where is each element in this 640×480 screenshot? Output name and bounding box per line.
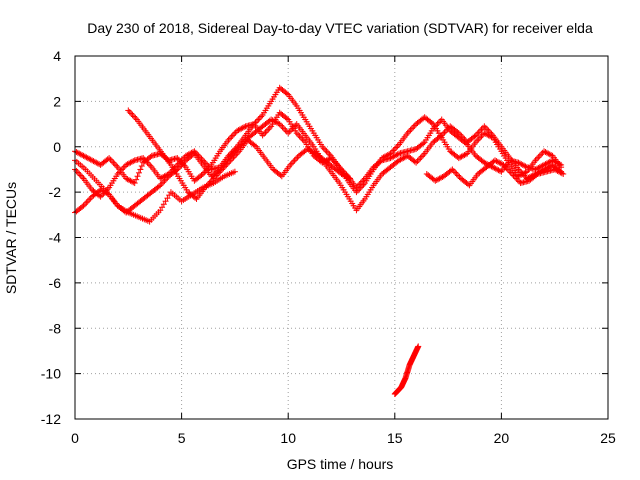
data-point-marker — [155, 183, 162, 190]
data-point-marker — [345, 174, 352, 181]
x-axis-label: GPS time / hours — [287, 456, 394, 472]
data-point-marker — [437, 133, 444, 140]
data-point-marker — [192, 194, 199, 201]
data-point-marker — [394, 151, 401, 158]
y-tick-label: 4 — [53, 48, 61, 64]
y-tick-label: -2 — [49, 184, 62, 200]
data-point-marker — [454, 129, 461, 136]
data-point-marker — [79, 203, 86, 210]
data-point-marker — [428, 119, 435, 126]
series-track-d — [125, 107, 354, 202]
data-point-marker — [135, 169, 142, 176]
data-point-marker — [251, 142, 258, 149]
data-point-marker — [130, 179, 137, 186]
data-point-marker — [138, 163, 145, 170]
series-layer — [72, 84, 567, 398]
x-tick-label: 10 — [280, 430, 296, 446]
data-point-marker — [162, 198, 169, 205]
data-point-marker — [241, 124, 248, 131]
y-tick-label: 2 — [53, 93, 61, 109]
data-point-marker — [231, 168, 238, 175]
data-point-marker — [277, 172, 284, 179]
data-point-marker — [131, 180, 138, 187]
x-tick-label: 0 — [71, 430, 79, 446]
data-point-marker — [415, 343, 422, 350]
series-track-e — [72, 157, 238, 225]
data-point-marker — [134, 173, 141, 180]
y-tick-label: -12 — [41, 411, 61, 427]
y-tick-label: -6 — [49, 275, 62, 291]
data-point-marker — [496, 167, 503, 174]
series-track-g — [391, 343, 422, 398]
data-point-marker — [137, 166, 144, 173]
data-point-marker — [471, 133, 478, 140]
x-tick-label: 5 — [178, 430, 186, 446]
data-point-marker — [522, 163, 529, 170]
y-tick-label: -4 — [49, 230, 62, 246]
data-point-marker — [558, 170, 565, 177]
data-point-marker — [283, 90, 290, 97]
data-point-marker — [283, 115, 290, 122]
data-point-marker — [420, 140, 427, 147]
data-point-marker — [159, 204, 166, 211]
data-point-marker — [133, 176, 140, 183]
x-tick-label: 15 — [387, 430, 403, 446]
y-tick-label: -8 — [49, 320, 62, 336]
data-point-marker — [462, 151, 469, 158]
chart-title: Day 230 of 2018, Sidereal Day-to-day VTE… — [87, 20, 593, 36]
data-point-marker — [464, 181, 471, 188]
data-point-marker — [347, 175, 354, 182]
data-point-marker — [164, 195, 171, 202]
data-point-marker — [560, 170, 567, 177]
y-tick-label: -10 — [41, 366, 61, 382]
data-point-marker — [160, 201, 167, 208]
y-axis-label: SDTVAR / TECUs — [3, 182, 19, 294]
data-point-marker — [166, 192, 173, 199]
data-point-marker — [157, 207, 164, 214]
x-tick-label: 25 — [600, 430, 616, 446]
x-tick-label: 20 — [494, 430, 510, 446]
data-point-marker — [548, 152, 555, 159]
data-point-marker — [189, 151, 196, 158]
grid-layer — [75, 56, 608, 419]
data-point-marker — [198, 172, 205, 179]
data-point-marker — [130, 158, 137, 165]
y-tick-label: 0 — [53, 139, 61, 155]
series-track-f — [423, 157, 567, 189]
